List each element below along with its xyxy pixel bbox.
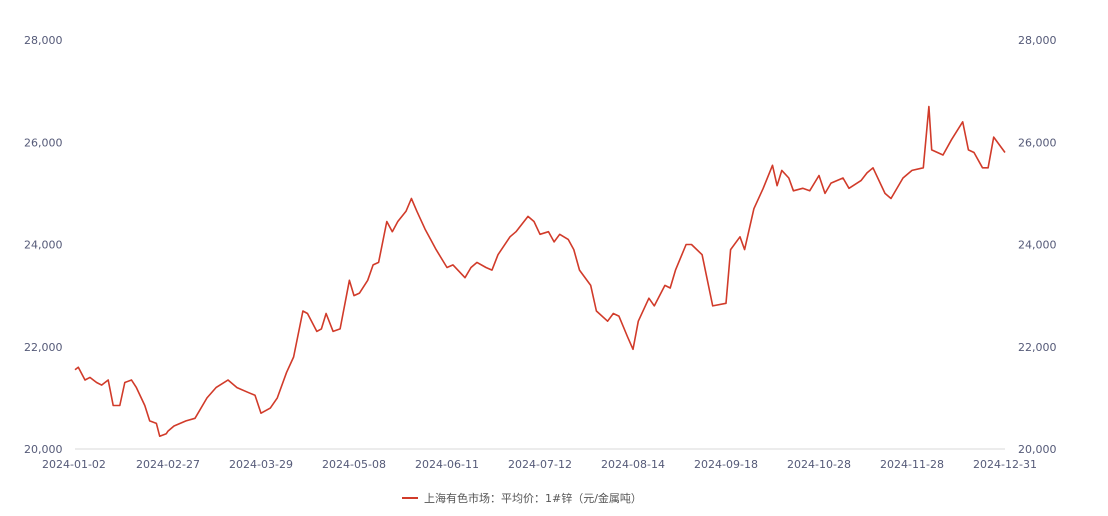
y-right-tick-label: 20,000: [1018, 443, 1057, 456]
x-tick-label: 2024-06-11: [415, 458, 479, 471]
series-layer: [74, 105, 1006, 438]
y-left-tick-label: 28,000: [24, 34, 63, 47]
y-left-tick-label: 26,000: [24, 136, 63, 149]
x-tick-label: 2024-07-12: [508, 458, 572, 471]
y-right-tick-label: 22,000: [1018, 341, 1057, 354]
y-axis-left: 20,000 22,000 24,000 26,000 28,000: [24, 34, 63, 456]
legend-label: 上海有色市场：平均价：1#锌（元/金属吨）: [424, 491, 642, 505]
x-tick-label: 2024-08-14: [601, 458, 665, 471]
x-tick-label: 2024-10-28: [787, 458, 851, 471]
y-left-tick-label: 24,000: [24, 239, 63, 252]
y-right-tick-label: 28,000: [1018, 34, 1057, 47]
y-right-tick-label: 26,000: [1018, 136, 1057, 149]
x-tick-label: 2024-03-29: [229, 458, 293, 471]
legend: 上海有色市场：平均价：1#锌（元/金属吨）: [402, 491, 642, 505]
x-tick-label: 2024-12-31: [973, 458, 1037, 471]
y-axis-right: 20,000 22,000 24,000 26,000 28,000: [1018, 34, 1057, 456]
x-tick-label: 2024-01-02: [42, 458, 106, 471]
x-axis: 2024-01-02 2024-02-27 2024-03-29 2024-05-08…: [42, 458, 1037, 471]
y-left-tick-label: 20,000: [24, 443, 63, 456]
y-right-tick-label: 24,000: [1018, 239, 1057, 252]
x-tick-label: 2024-11-28: [880, 458, 944, 471]
series-line: [74, 105, 1006, 438]
x-tick-label: 2024-05-08: [322, 458, 386, 471]
x-tick-label: 2024-02-27: [136, 458, 200, 471]
y-left-tick-label: 22,000: [24, 341, 63, 354]
x-tick-label: 2024-09-18: [694, 458, 758, 471]
